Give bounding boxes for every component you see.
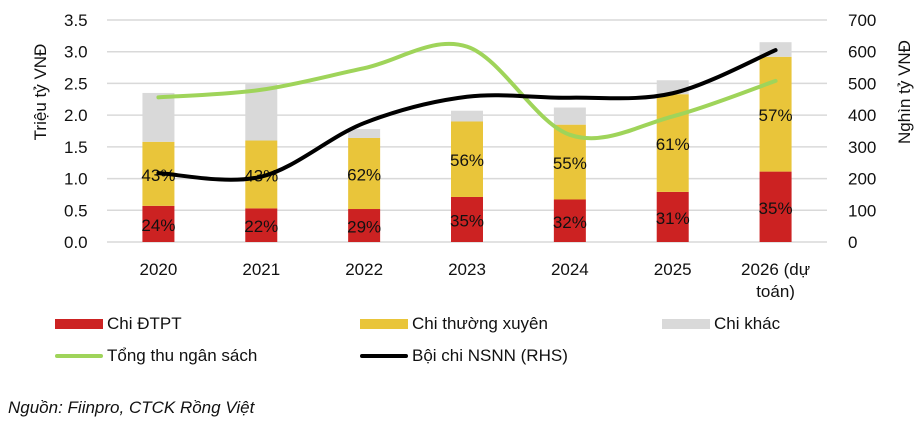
bar-segment [656, 94, 689, 192]
y-tick-label: 1.5 [64, 138, 88, 157]
bar-segment [348, 137, 381, 210]
y-tick-label: 2.0 [64, 106, 88, 125]
legend-item-tong-thu: Tổng thu ngân sách [55, 346, 257, 366]
bar-segment [759, 171, 792, 242]
data-label: 56% [450, 151, 484, 170]
y2-tick-label: 400 [848, 106, 876, 125]
data-label: 61% [656, 135, 690, 154]
data-label: 35% [450, 211, 484, 230]
legend-label: Tổng thu ngân sách [107, 346, 258, 365]
legend-item-boi-chi: Bội chi NSNN (RHS) [360, 346, 568, 366]
y2-tick-label: 300 [848, 138, 876, 157]
line-series [156, 48, 778, 182]
data-label: 24% [141, 216, 175, 235]
bar-segment [759, 56, 792, 172]
y2-tick-label: 500 [848, 74, 876, 93]
y-axis-label: Triệu tỷ VNĐ [31, 44, 50, 141]
x-tick-label: 2024 [551, 260, 589, 279]
bar-segment [553, 199, 586, 242]
bar-segment [348, 209, 381, 242]
y-tick-label: 3.0 [64, 43, 88, 62]
y2-tick-label: 700 [848, 11, 876, 30]
y-tick-label: 3.5 [64, 11, 88, 30]
data-label: 43% [141, 166, 175, 185]
legend-line [360, 354, 408, 358]
x-tick-label: 2023 [448, 260, 486, 279]
line-series [156, 41, 778, 141]
data-label: 62% [347, 165, 381, 184]
bar-segment [553, 107, 586, 125]
y2-tick-label: 0 [848, 233, 857, 252]
bar-segment [245, 84, 278, 141]
legend-item-chi-khac: Chi khác [662, 314, 780, 334]
bar-segment [245, 208, 278, 242]
y2-tick-label: 600 [848, 43, 876, 62]
legend-swatch [55, 319, 103, 329]
legend-label: Chi thường xuyên [412, 314, 548, 333]
y-tick-label: 1.0 [64, 170, 88, 189]
legend-item-chi-thuong-xuyen: Chi thường xuyên [360, 314, 548, 334]
data-label: 57% [759, 106, 793, 125]
y2-tick-label: 100 [848, 201, 876, 220]
bar-segment [451, 121, 483, 197]
legend-label: Chi ĐTPT [107, 314, 182, 333]
data-label: 29% [347, 218, 381, 237]
y-tick-label: 0.5 [64, 201, 88, 220]
chart: 0.0 0.5 1.0 1.5 2.0 2.5 3.0 3.5 0 100 200 300 400 500… [31, 11, 914, 300]
bar-segment [142, 205, 175, 242]
x-tick-label: 2022 [345, 260, 383, 279]
y-tick-label: 2.5 [64, 74, 88, 93]
data-label: 55% [553, 154, 587, 173]
data-label: 31% [656, 209, 690, 228]
bar-segment [656, 191, 689, 242]
x-tick-label: 2025 [654, 260, 692, 279]
bar-segment [142, 92, 175, 142]
bar-segment [451, 196, 483, 242]
legend-line [55, 354, 103, 358]
bar-segment [451, 110, 483, 122]
data-label: 35% [759, 199, 793, 218]
data-label: 22% [244, 217, 278, 236]
source-note: Nguồn: Fiinpro, CTCK Rồng Việt [8, 398, 255, 417]
legend-label: Chi khác [714, 314, 781, 333]
x-tick-label: 2026 (dự [741, 260, 810, 279]
y2-axis-label: Nghìn tỷ VNĐ [895, 40, 914, 144]
bar-segment [348, 129, 381, 138]
x-tick-label: 2020 [140, 260, 178, 279]
x-tick-label: 2021 [242, 260, 280, 279]
legend-item-chi-dtpt: Chi ĐTPT [55, 314, 182, 334]
legend-label: Bội chi NSNN (RHS) [412, 346, 568, 365]
data-label: 32% [553, 213, 587, 232]
y2-tick-label: 200 [848, 170, 876, 189]
legend-swatch [360, 319, 408, 329]
y-tick-label: 0.0 [64, 233, 88, 252]
x-tick-label: toán) [756, 282, 795, 300]
legend-swatch [662, 319, 710, 329]
